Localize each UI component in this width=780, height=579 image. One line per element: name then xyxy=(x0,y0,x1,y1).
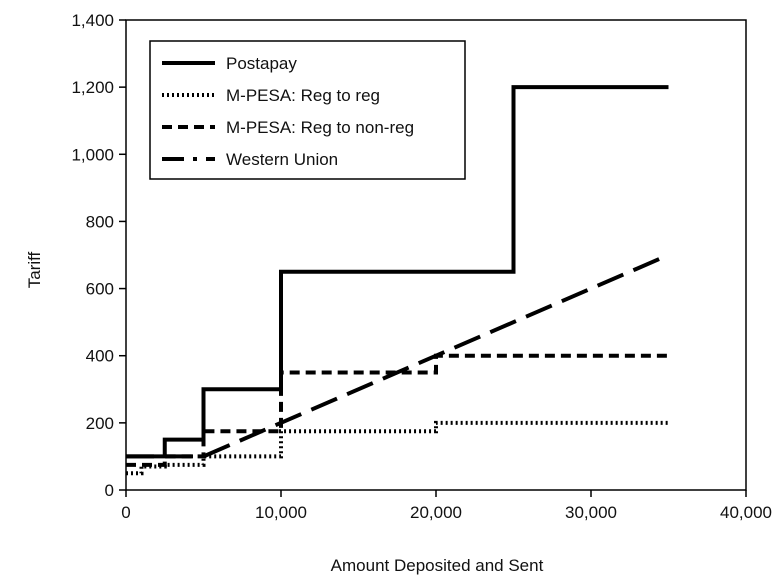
series-line-western-union xyxy=(126,253,670,459)
legend-label: M-PESA: Reg to non-reg xyxy=(226,118,414,137)
y-tick-label: 1,200 xyxy=(71,78,114,97)
y-tick-label: 1,400 xyxy=(71,11,114,30)
legend: Postapay M-PESA: Reg to reg M-PESA: Reg to… xyxy=(149,40,466,180)
x-tick-label: 30,000 xyxy=(565,503,617,522)
y-tick-label: 800 xyxy=(86,212,114,231)
legend-label: M-PESA: Reg to reg xyxy=(226,86,380,105)
x-tick-label: 0 xyxy=(121,503,130,522)
y-axis-title: Tariff xyxy=(25,251,44,288)
x-tick-label: 10,000 xyxy=(255,503,307,522)
series-line-postapay xyxy=(126,85,669,459)
series-line-m-pesa-reg-to-non-reg xyxy=(126,353,669,467)
y-tick-label: 400 xyxy=(86,347,114,366)
series-layer xyxy=(126,85,670,476)
x-tick-label: 20,000 xyxy=(410,503,462,522)
legend-label: Western Union xyxy=(226,150,338,169)
y-tick-label: 1,000 xyxy=(71,145,114,164)
y-tick-label: 0 xyxy=(105,481,114,500)
x-tick-label: 40,000 xyxy=(720,503,772,522)
axes-layer: 0 10,000 20,000 30,000 40,000 0 200 400 600 800 1,… xyxy=(71,11,772,522)
x-axis-title: Amount Deposited and Sent xyxy=(331,556,544,575)
y-tick-label: 600 xyxy=(86,280,114,299)
legend-label: Postapay xyxy=(226,54,297,73)
series-line-m-pesa-reg-to-reg xyxy=(126,420,669,476)
y-tick-label: 200 xyxy=(86,414,114,433)
